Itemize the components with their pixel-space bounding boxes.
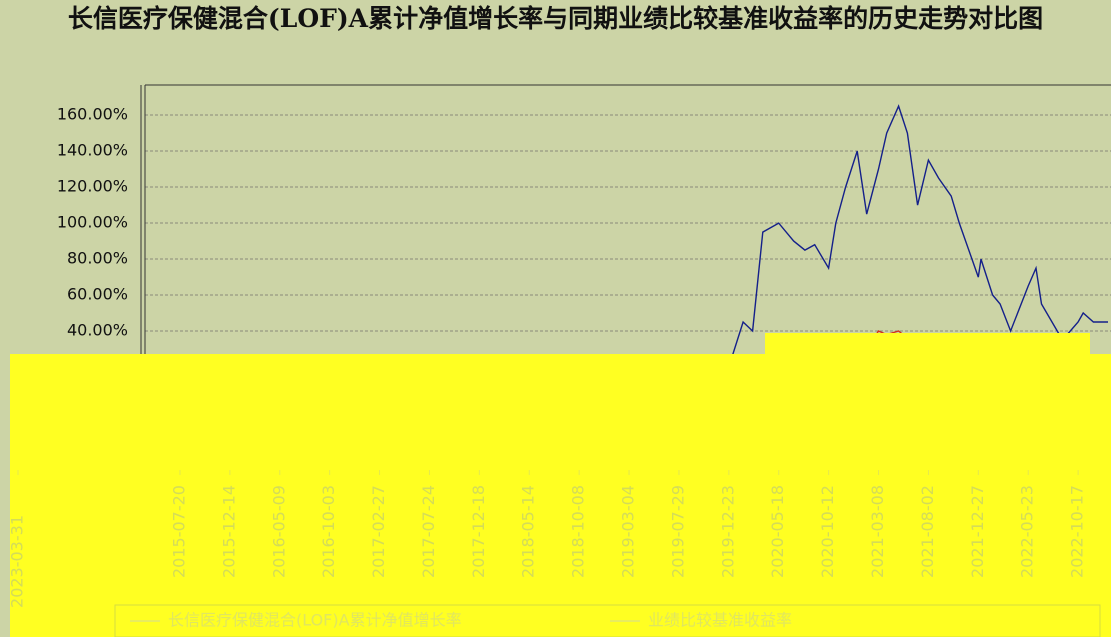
x-tick-label: 2022-05-23 xyxy=(1018,485,1037,578)
x-tick-label: 2019-03-04 xyxy=(619,485,638,578)
x-tick-label: 2022-10-17 xyxy=(1068,485,1087,578)
y-tick-label: 60.00% xyxy=(67,285,128,304)
legend-label: 业绩比较基准收益率 xyxy=(648,611,792,630)
chart: 40.00% 60.00% 80.00% 100.00% 120.00% 140.00% 1… xyxy=(0,0,1111,637)
y-tick-label: 80.00% xyxy=(67,249,128,268)
x-tick-label: 2020-05-18 xyxy=(768,485,787,578)
x-tick-label: 2017-12-18 xyxy=(469,485,488,578)
x-tick-label: 2017-07-24 xyxy=(419,485,438,578)
x-tick-label: 2018-10-08 xyxy=(569,485,588,578)
overlay xyxy=(765,333,1090,355)
x-tick-label: 2019-07-29 xyxy=(668,485,687,578)
x-tick-label: 2020-10-12 xyxy=(818,485,837,578)
x-tick-label: 2018-05-14 xyxy=(519,485,538,578)
y-tick-label: 120.00% xyxy=(57,177,128,196)
x-tick-label: 2021-12-27 xyxy=(968,485,987,578)
x-tick-label: 2021-08-02 xyxy=(918,485,937,578)
y-tick-label: 40.00% xyxy=(67,321,128,340)
chart-title: 长信医疗保健混合(LOF)A累计净值增长率与同期业绩比较基准收益率的历史走势对比… xyxy=(0,2,1111,36)
y-tick-label: 100.00% xyxy=(57,213,128,232)
x-tick-label: 2015-12-14 xyxy=(219,485,238,578)
y-tick-label: 160.00% xyxy=(57,105,128,124)
x-tick-label: 2023-03-31 xyxy=(8,515,27,608)
x-tick-label: 2016-10-03 xyxy=(319,485,338,578)
page: 40.00% 60.00% 80.00% 100.00% 120.00% 140.00% 1… xyxy=(0,0,1111,637)
x-tick-label: 2016-05-09 xyxy=(269,485,288,578)
y-tick-label: 140.00% xyxy=(57,141,128,160)
x-tick-label: 2017-02-27 xyxy=(369,485,388,578)
x-tick-label: 2021-03-08 xyxy=(868,485,887,578)
x-tick-label: 2019-12-23 xyxy=(718,485,737,578)
x-tick-label: 2015-07-20 xyxy=(169,485,188,578)
legend-label: 长信医疗保健混合(LOF)A累计净值增长率 xyxy=(168,611,462,630)
